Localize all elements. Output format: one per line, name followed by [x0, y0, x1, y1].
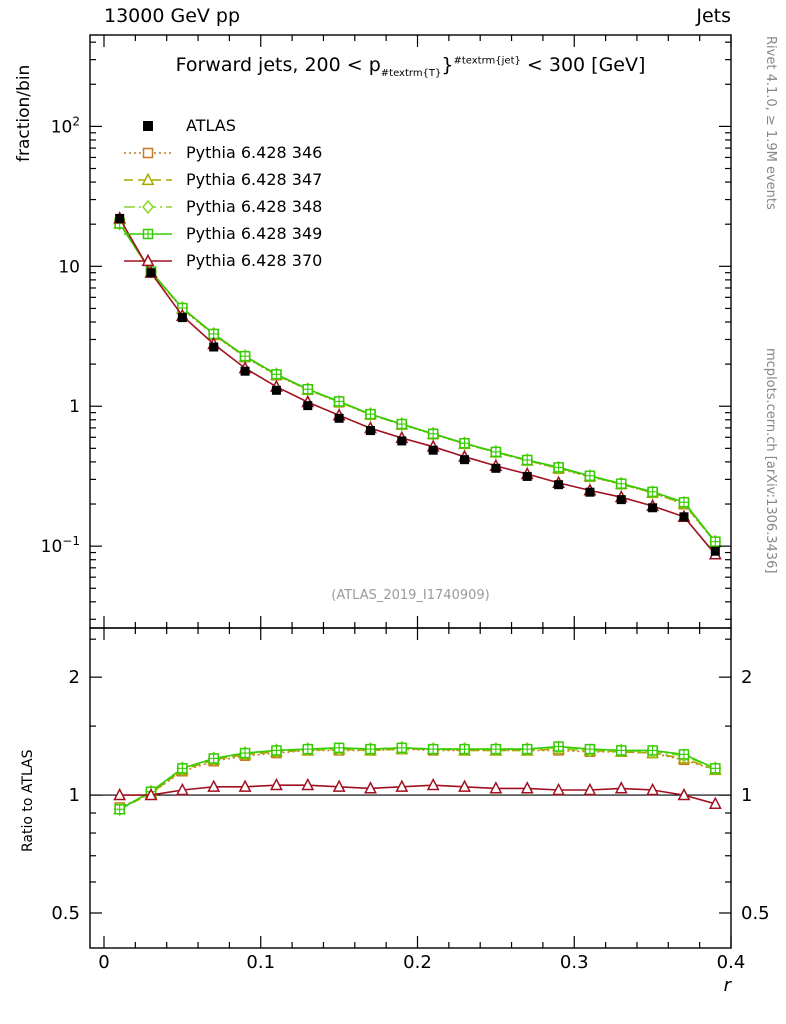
series-pythia-6-428-349 [114, 218, 721, 815]
legend-entry-pythia-347: Pythia 6.428 347 [122, 166, 322, 193]
svg-text:0.4: 0.4 [717, 952, 746, 973]
axis-ticks [90, 35, 732, 948]
legend-label: Pythia 6.428 349 [186, 224, 323, 243]
svg-text:2: 2 [741, 667, 752, 688]
plot-title-mid: } [441, 54, 454, 76]
plot-title-pre: Forward jets, 200 < p [175, 54, 381, 76]
legend-entry-pythia-346: Pythia 6.428 346 [122, 139, 322, 166]
svg-text:1: 1 [741, 785, 752, 806]
top-y-axis-title: fraction/bin [14, 64, 34, 162]
plot-title-post: < 300 [GeV] [520, 54, 646, 76]
series-pythia-6-428-348 [113, 216, 722, 817]
svg-text:1: 1 [69, 397, 80, 417]
ratio-y-axis-title: Ratio to ATLAS [20, 749, 36, 852]
svg-text:0.1: 0.1 [246, 952, 275, 973]
x-axis-title: r [723, 975, 731, 996]
beam-energy-label: 13000 GeV pp [104, 5, 241, 27]
analysis-id-watermark: (ATLAS_2019_I1740909) [331, 588, 490, 603]
pythia-347-marker-icon [122, 171, 174, 189]
legend-label: Pythia 6.428 348 [186, 197, 323, 216]
plot-title-sup: #textrm{jet} [453, 55, 521, 67]
svg-text:102: 102 [51, 114, 80, 137]
svg-text:0.5: 0.5 [741, 903, 770, 924]
series-pythia-6-428-347 [113, 216, 722, 815]
axis-tick-labels: 102 10 1 10−1 2 2 1 1 0.5 0.5 0 0.1 0.2 0.3 0.4 [41, 114, 770, 973]
svg-text:1: 1 [69, 785, 80, 806]
svg-text:0: 0 [98, 952, 109, 973]
legend: ATLAS Pythia 6.428 346 Pythia 6.428 347 … [122, 112, 322, 274]
legend-entry-atlas: ATLAS [122, 112, 322, 139]
legend-label: Pythia 6.428 346 [186, 143, 323, 162]
svg-text:0.5: 0.5 [51, 903, 80, 924]
rivet-version-label: Rivet 4.1.0, ≥ 1.9M events [763, 36, 778, 210]
mcplots-credit-label: mcplots.cern.ch [arXiv:1306.3436] [763, 348, 778, 574]
pythia-348-marker-icon [122, 198, 174, 216]
panel-frames [89, 34, 732, 949]
series-pythia-6-428-370 [113, 211, 722, 809]
legend-label: Pythia 6.428 347 [186, 170, 323, 189]
pythia-346-marker-icon [122, 144, 174, 162]
pythia-349-marker-icon [122, 225, 174, 243]
legend-label: ATLAS [186, 116, 236, 135]
legend-entry-pythia-349: Pythia 6.428 349 [122, 220, 322, 247]
plot-title-sub: #textrm{T} [380, 67, 442, 79]
legend-entry-pythia-348: Pythia 6.428 348 [122, 193, 322, 220]
plot-title: Forward jets, 200 < p#textrm{T}}#textrm{… [95, 54, 726, 79]
svg-text:10: 10 [58, 257, 80, 277]
svg-text:10−1: 10−1 [41, 534, 80, 557]
atlas-marker-icon [122, 117, 174, 135]
svg-text:0.3: 0.3 [560, 952, 589, 973]
svg-text:2: 2 [69, 667, 80, 688]
pythia-370-marker-icon [122, 252, 174, 270]
series-pythia-6-428-346 [114, 217, 721, 813]
series-atlas-data [115, 213, 720, 556]
analysis-group-label: Jets [696, 5, 731, 27]
svg-text:0.2: 0.2 [403, 952, 432, 973]
legend-entry-pythia-370: Pythia 6.428 370 [122, 247, 322, 274]
legend-label: Pythia 6.428 370 [186, 251, 323, 270]
